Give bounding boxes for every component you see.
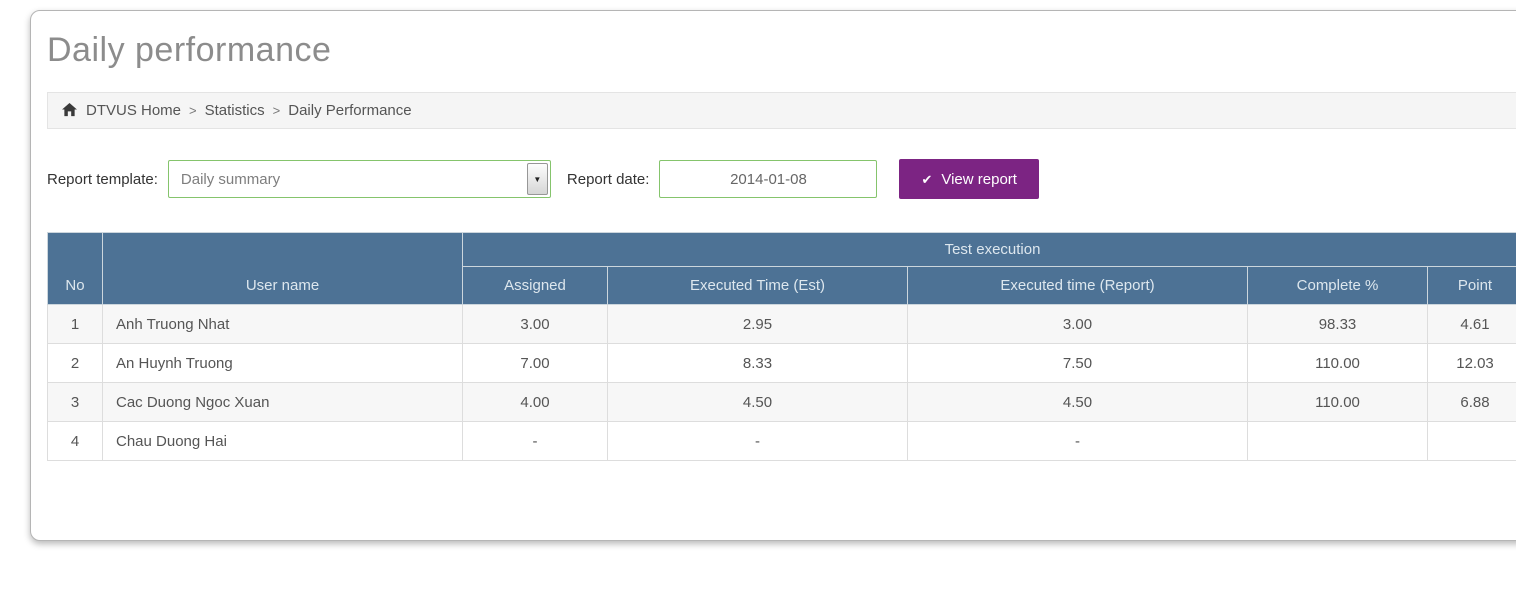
- page-card: Daily performance DTVUS Home > Statistic…: [30, 10, 1516, 541]
- cell-assigned: -: [462, 421, 608, 461]
- col-header-complete-pct: Complete %: [1247, 266, 1428, 305]
- cell-complete-pct: 98.33: [1247, 304, 1428, 344]
- table-row: 4 Chau Duong Hai - - -: [47, 421, 1516, 461]
- col-header-executed-time-report: Executed time (Report): [907, 266, 1248, 305]
- cell-user-name: Cac Duong Ngoc Xuan: [102, 382, 463, 422]
- breadcrumb-item-statistics[interactable]: Statistics: [204, 102, 265, 119]
- cell-point: 4.61: [1426, 304, 1516, 344]
- cell-no: 2: [47, 343, 103, 383]
- table-row: 1 Anh Truong Nhat 3.00 2.95 3.00 98.33 4…: [47, 304, 1516, 344]
- breadcrumb: DTVUS Home > Statistics > Daily Performa…: [47, 92, 1516, 129]
- cell-user-name: Anh Truong Nhat: [102, 304, 463, 344]
- cell-point: 12.03: [1426, 343, 1516, 383]
- breadcrumb-separator: >: [272, 103, 281, 118]
- cell-executed-time-report: 4.50: [907, 382, 1248, 422]
- view-report-label: View report: [941, 170, 1017, 188]
- cell-no: 3: [47, 382, 103, 422]
- cell-no: 4: [47, 421, 103, 461]
- col-header-assigned: Assigned: [462, 266, 608, 305]
- cell-user-name: An Huynh Truong: [102, 343, 463, 383]
- cell-user-name: Chau Duong Hai: [102, 421, 463, 461]
- filter-bar: Report template: Daily summary ▼ Report …: [47, 159, 1516, 199]
- home-icon: [62, 102, 77, 117]
- group-header-test-execution: Test execution: [461, 232, 1516, 267]
- report-template-label: Report template:: [47, 170, 158, 188]
- report-template-select[interactable]: Daily summary ▼: [167, 160, 551, 198]
- cell-executed-time-est: 4.50: [607, 382, 908, 422]
- cell-point: [1426, 421, 1516, 461]
- cell-executed-time-est: 8.33: [607, 343, 908, 383]
- cell-executed-time-est: 2.95: [607, 304, 908, 344]
- table-row: 3 Cac Duong Ngoc Xuan 4.00 4.50 4.50 110…: [47, 382, 1516, 422]
- cell-assigned: 3.00: [462, 304, 608, 344]
- cell-assigned: 7.00: [462, 343, 608, 383]
- breadcrumb-item-current: Daily Performance: [288, 102, 412, 119]
- cell-executed-time-report: -: [907, 421, 1248, 461]
- table-row: 2 An Huynh Truong 7.00 8.33 7.50 110.00 …: [47, 343, 1516, 383]
- cell-complete-pct: 110.00: [1247, 343, 1428, 383]
- check-icon: ✔: [921, 171, 933, 187]
- report-template-value: Daily summary: [180, 170, 281, 188]
- cell-assigned: 4.00: [462, 382, 608, 422]
- report-date-label: Report date:: [566, 170, 650, 188]
- report-date-input[interactable]: [659, 160, 878, 198]
- view-report-button[interactable]: ✔ View report: [899, 159, 1039, 199]
- col-header-no: No: [47, 232, 103, 305]
- col-header-point: Point: [1426, 266, 1516, 305]
- cell-no: 1: [47, 304, 103, 344]
- cell-complete-pct: [1247, 421, 1428, 461]
- daily-performance-table: No User name Test execution Assigned Exe…: [47, 232, 1516, 461]
- page-title: Daily performance: [47, 31, 332, 69]
- cell-executed-time-est: -: [607, 421, 908, 461]
- cell-executed-time-report: 7.50: [907, 343, 1248, 383]
- cell-complete-pct: 110.00: [1247, 382, 1428, 422]
- col-header-user-name: User name: [102, 232, 463, 305]
- cell-point: 6.88: [1426, 382, 1516, 422]
- breadcrumb-separator: >: [189, 103, 197, 118]
- cell-executed-time-report: 3.00: [907, 304, 1248, 344]
- table-group-header-row: No User name Test execution: [47, 232, 1516, 305]
- breadcrumb-item-home[interactable]: DTVUS Home: [86, 102, 182, 119]
- table-column-header-row: Assigned Executed Time (Est) Executed ti…: [48, 266, 1516, 305]
- dropdown-arrow-icon[interactable]: ▼: [526, 163, 548, 195]
- col-header-executed-time-est: Executed Time (Est): [607, 266, 908, 305]
